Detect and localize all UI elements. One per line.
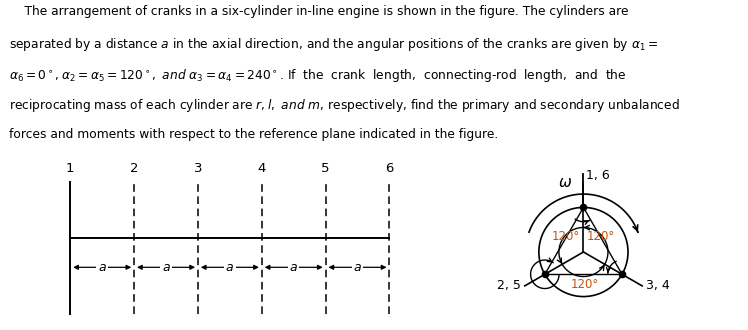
Text: The arrangement of cranks in a six-cylinder in-line engine is shown in the figur: The arrangement of cranks in a six-cylin… xyxy=(9,5,628,18)
Text: $a$: $a$ xyxy=(353,261,362,274)
Text: $a$: $a$ xyxy=(162,261,171,274)
Text: 3, 4: 3, 4 xyxy=(646,280,669,292)
Text: reciprocating mass of each cylinder are $r, l,\ and\ m$, respectively, find the : reciprocating mass of each cylinder are … xyxy=(9,97,680,115)
Text: $a$: $a$ xyxy=(289,261,298,274)
Text: 2, 5: 2, 5 xyxy=(497,280,521,292)
Text: 5: 5 xyxy=(322,162,330,175)
Text: 120°: 120° xyxy=(570,278,598,291)
Text: 2: 2 xyxy=(130,162,138,175)
Text: 1: 1 xyxy=(66,162,75,175)
Text: 120°: 120° xyxy=(587,230,616,243)
Text: $a$: $a$ xyxy=(225,261,234,274)
Text: 1, 6: 1, 6 xyxy=(586,169,610,182)
Text: separated by a distance $a$ in the axial direction, and the angular positions of: separated by a distance $a$ in the axial… xyxy=(9,36,658,53)
Text: forces and moments with respect to the reference plane indicated in the figure.: forces and moments with respect to the r… xyxy=(9,128,498,141)
Text: $a$: $a$ xyxy=(98,261,107,274)
Text: $\alpha_6 = 0^\circ, \alpha_2 = \alpha_5 = 120^\circ,\ and\ \alpha_3 = \alpha_4 : $\alpha_6 = 0^\circ, \alpha_2 = \alpha_5… xyxy=(9,67,627,83)
Text: 4: 4 xyxy=(257,162,266,175)
Text: 6: 6 xyxy=(385,162,393,175)
Text: 3: 3 xyxy=(194,162,202,175)
Text: $\omega$: $\omega$ xyxy=(558,176,571,190)
Text: 120°: 120° xyxy=(551,230,580,243)
